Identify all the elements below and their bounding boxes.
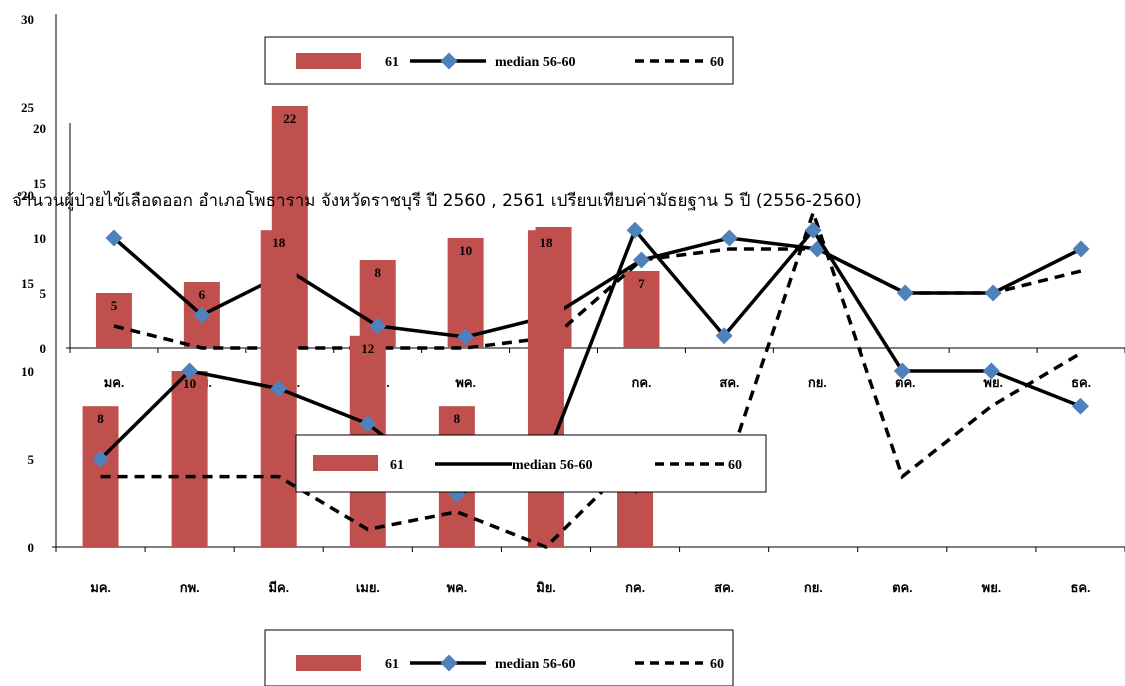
front-median-point [893, 362, 911, 380]
legend-middle: 61 median 56-60 60 [295, 434, 767, 493]
front-median-point [92, 450, 110, 468]
front-category-label: กพ. [180, 580, 200, 595]
front-y-tick-label: 0 [28, 540, 35, 555]
back-series-60-line [113, 247, 1082, 350]
back-bar [95, 293, 132, 348]
back-median-point [457, 328, 475, 346]
front-category-label: มค. [90, 580, 111, 595]
back-median-point [896, 284, 914, 302]
back-median-point [632, 251, 650, 269]
back-bar-data-label: 8 [374, 265, 381, 280]
legend-middle-bar-swatch [313, 455, 378, 471]
front-category-label: มิย. [536, 580, 555, 595]
back-category-label: พย. [983, 375, 1002, 390]
back-category-label: พค. [455, 375, 476, 390]
front-y-tick-label: 30 [21, 12, 34, 27]
legend-middle-bar-label: 61 [390, 458, 404, 473]
front-category-label: ธค. [1071, 580, 1091, 595]
front-category-label: กค. [625, 580, 645, 595]
front-y-tick-label: 20 [21, 188, 34, 203]
back-median-point [1072, 240, 1090, 258]
legend-middle-median-label: median 56-60 [512, 458, 593, 473]
front-category-label: พค. [447, 580, 468, 595]
front-bar-data-label: 10 [183, 376, 196, 391]
back-median-point [720, 229, 738, 247]
back-bar-data-label: 10 [459, 243, 472, 258]
back-bar-data-label: 22 [283, 111, 296, 126]
front-bar-data-label: 18 [539, 235, 553, 250]
front-category-label: เมย. [356, 580, 380, 595]
legend-top-dashed-label: 60 [710, 55, 724, 70]
back-category-label: ธค. [1071, 375, 1091, 390]
front-bar-data-label: 18 [272, 235, 286, 250]
legend-top-median-label: median 56-60 [495, 55, 576, 70]
back-bar-data-label: 5 [111, 298, 118, 313]
legend-bottom-dashed-label: 60 [710, 657, 724, 672]
legend-bottom-frame [264, 629, 734, 686]
front-y-tick-label: 5 [28, 452, 35, 467]
front-bar [527, 230, 564, 547]
front-median-point [181, 362, 199, 380]
front-category-label: สค. [714, 580, 734, 595]
front-median-point [804, 221, 822, 239]
front-y-tick-label: 15 [21, 276, 35, 291]
front-median-point [270, 380, 288, 398]
chart-title: จำนวนผู้ป่วยไข้เลือดออก อำเภอโพธาราม จัง… [12, 190, 862, 211]
back-y-tick-label: 15 [33, 176, 47, 191]
front-category-label: มีค. [268, 580, 289, 595]
front-bar-data-label: 8 [454, 411, 461, 426]
legend-bottom-median-label: median 56-60 [495, 657, 576, 672]
front-series-median-line [99, 226, 1082, 497]
back-category-label: กย. [808, 375, 827, 390]
front-category-label: พย. [982, 580, 1001, 595]
back-category-label: กค. [632, 375, 652, 390]
legend-bottom: 61 median 56-60 60 [264, 629, 734, 686]
back-category-label: สค. [719, 375, 739, 390]
front-category-label: ตค. [892, 580, 912, 595]
legend-middle-dashed-label: 60 [728, 458, 742, 473]
front-median-point [982, 362, 1000, 380]
back-y-tick-label: 5 [40, 286, 47, 301]
legend-top-bar-swatch [296, 53, 361, 69]
back-y-tick-label: 10 [33, 231, 46, 246]
front-category-label: กย. [804, 580, 823, 595]
front-bar-data-label: 8 [97, 411, 104, 426]
back-y-tick-label: 0 [40, 341, 47, 356]
front-median-point [359, 415, 377, 433]
legend-bottom-bar-swatch [296, 655, 361, 671]
front-median-point [626, 221, 644, 239]
back-bar-data-label: 7 [638, 276, 645, 291]
back-chart: 05101520มค.กพ.มีค.เมย.พค.มิย.กค.สค.กย.ตค… [33, 106, 1125, 390]
front-median-point [1071, 397, 1089, 415]
back-bar [623, 271, 660, 348]
back-median-point [369, 317, 387, 335]
front-median-point [715, 327, 733, 345]
back-median-point [984, 284, 1002, 302]
back-bar-data-label: 6 [199, 287, 206, 302]
back-category-label: ตค. [895, 375, 915, 390]
back-median-point [193, 306, 211, 324]
back-y-tick-label: 20 [33, 121, 46, 136]
back-median-point [105, 229, 123, 247]
front-bar-data-label: 12 [361, 341, 374, 356]
legend-bottom-bar-label: 61 [385, 657, 399, 672]
front-y-tick-label: 10 [21, 364, 34, 379]
legend-top-bar-label: 61 [385, 55, 399, 70]
front-bar [171, 371, 208, 547]
front-series-60-line [100, 207, 1082, 550]
back-category-label: มค. [104, 375, 125, 390]
legend-top: 61 median 56-60 60 [264, 36, 734, 85]
front-y-tick-label: 25 [21, 100, 35, 115]
legend-bottom-median-marker [440, 654, 458, 672]
